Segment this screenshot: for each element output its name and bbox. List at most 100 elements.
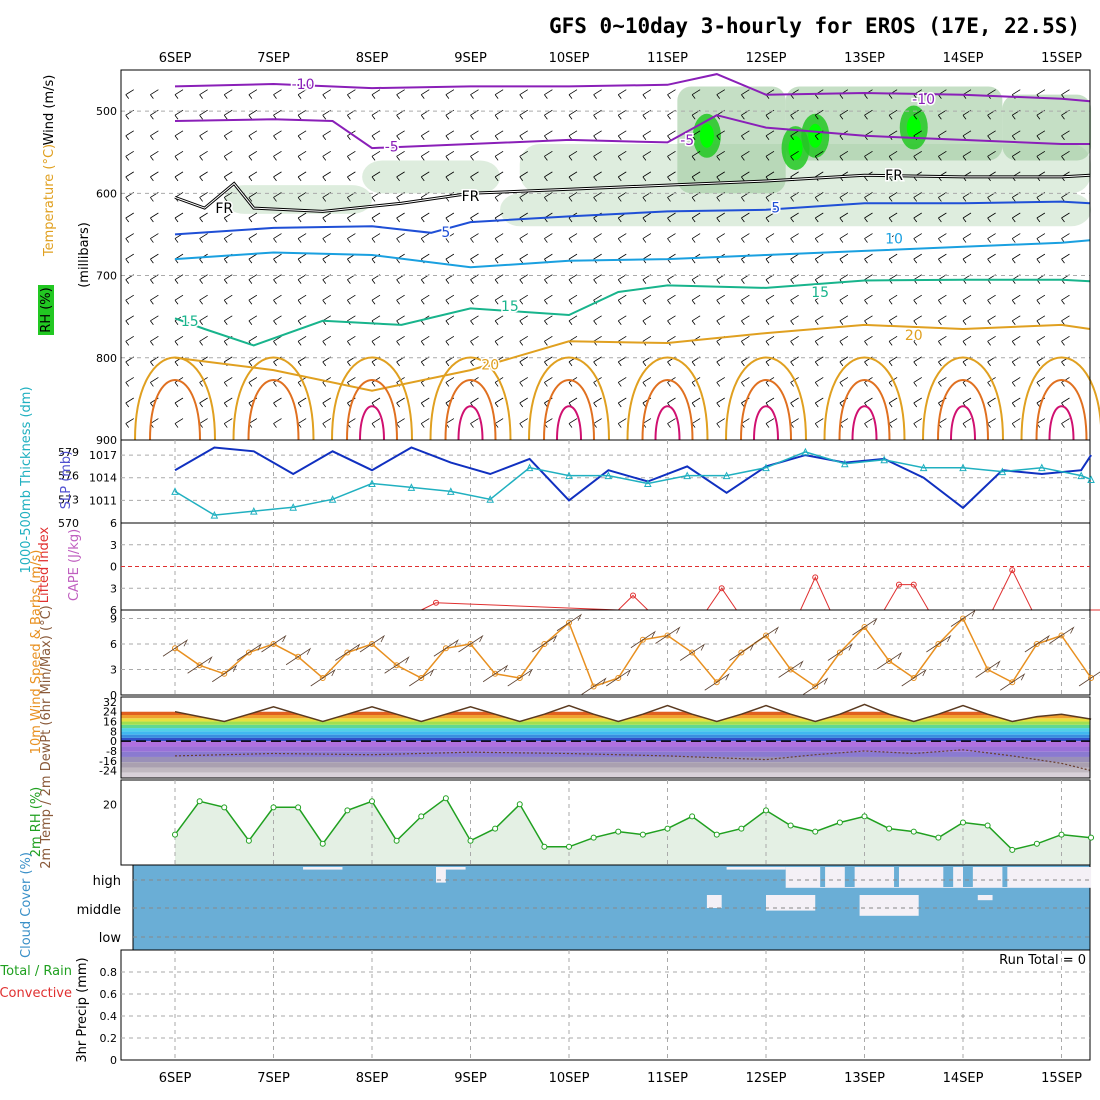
wind-barb [617,150,627,161]
warm-contour-inner [247,379,300,441]
rh2m-marker [221,804,228,811]
wind-barb [420,418,430,428]
wind10-marker [541,641,548,647]
wind10-marker [221,670,228,677]
wind-barb [593,109,602,120]
thickness-marker [762,463,770,472]
cape-axis-label: CAPE (J/kg) [67,529,82,601]
wind-barb [199,171,208,182]
wind-barb [1011,397,1021,408]
x-tick-label-bottom: 11SEP [647,1071,688,1086]
wind-barb [322,397,331,408]
wind-barb [938,233,947,243]
wind-barb [1061,418,1070,428]
wind-barb [248,212,258,223]
wind-barb [273,253,282,264]
wind10-tick-label: 9 [110,613,117,626]
wind-barb [125,171,134,182]
wind-barb [445,335,455,346]
wind-barb [814,377,824,387]
wind-barb [519,130,528,141]
wind-barb [371,212,381,223]
li-tick-label: 6 [110,517,117,530]
wind-barb [371,171,381,182]
wind-barb [1036,377,1046,387]
wind-barb [839,150,849,161]
wind-barb [962,335,972,346]
wind-barb [913,397,922,408]
x-tick-label-bottom: 9SEP [454,1071,487,1086]
cloud-axis-label: Cloud Cover (%) [19,852,34,958]
precip-panel-frame [120,949,1091,1061]
wind-barb [519,397,528,408]
wind-barb [593,418,602,428]
wind-barb [150,274,159,284]
wind-barb [765,335,775,346]
wind-barb [519,274,528,284]
rh2m-line [174,797,1092,851]
wind-barb [297,253,307,264]
wind-barb [741,233,750,243]
wind10-marker [319,675,326,681]
wind-barb [790,335,799,346]
wind10-marker [763,632,769,639]
warm-contour [331,356,413,441]
isotherm-label: 20 [905,328,923,344]
wind10-barb [827,643,853,661]
wind-barb [667,233,676,243]
warm-contour-inner [149,379,201,441]
wind-barb [691,397,701,408]
wind10-marker [639,636,646,643]
wind-barb [1036,294,1046,305]
wind-barb [790,130,799,141]
wind-barb [322,89,331,99]
wind-barb [150,356,159,367]
wind-barb [642,150,652,161]
wind-barb [839,212,849,223]
wind-barb [248,150,258,161]
wind-barb [248,315,258,326]
wind-barb [938,315,947,326]
li-tick-label: 3 [110,582,117,595]
wind-barb [199,212,208,223]
wind10-marker [910,675,917,681]
wind-barb [913,294,922,305]
wind-barb [716,253,725,264]
isotherm-label: -5 [385,139,399,155]
wind-barb [470,274,479,284]
convective-label: Convective [0,986,72,1001]
x-tick-label-bottom: 12SEP [746,1071,787,1086]
wind-barb [765,150,775,161]
wind-barb [223,274,233,284]
wind-barb [297,171,307,182]
li-tick-label: 3 [110,539,117,552]
wind-barb [199,233,208,243]
wind-barb [568,109,578,120]
cloud-notch [894,867,899,887]
wind-barb [297,109,307,120]
wind-barb [519,253,528,264]
temp-tick-label: -8 [106,745,117,758]
wind-barb [445,212,455,223]
wind-barb [125,89,134,99]
wind-barb [519,150,528,161]
wind-barb [667,418,676,428]
wind-barb [568,130,578,141]
warm-contour-inner [346,379,398,441]
wind-barb [396,212,405,223]
wind10-barb [1024,634,1050,653]
wind-barb [814,294,824,305]
wind-barb [544,335,553,346]
isotherm-label: FR [462,189,480,205]
wind-barb [568,89,578,99]
wind-barb [297,335,307,346]
wind-barb [519,109,528,120]
rh2m-marker [196,798,203,805]
wind-barb [519,377,528,387]
rh2m-marker [1058,831,1065,838]
li-marker [433,599,440,606]
wind-barb [593,356,602,367]
thickness-marker [407,483,416,491]
wind10-marker [1009,679,1016,686]
li-marker [910,581,917,588]
